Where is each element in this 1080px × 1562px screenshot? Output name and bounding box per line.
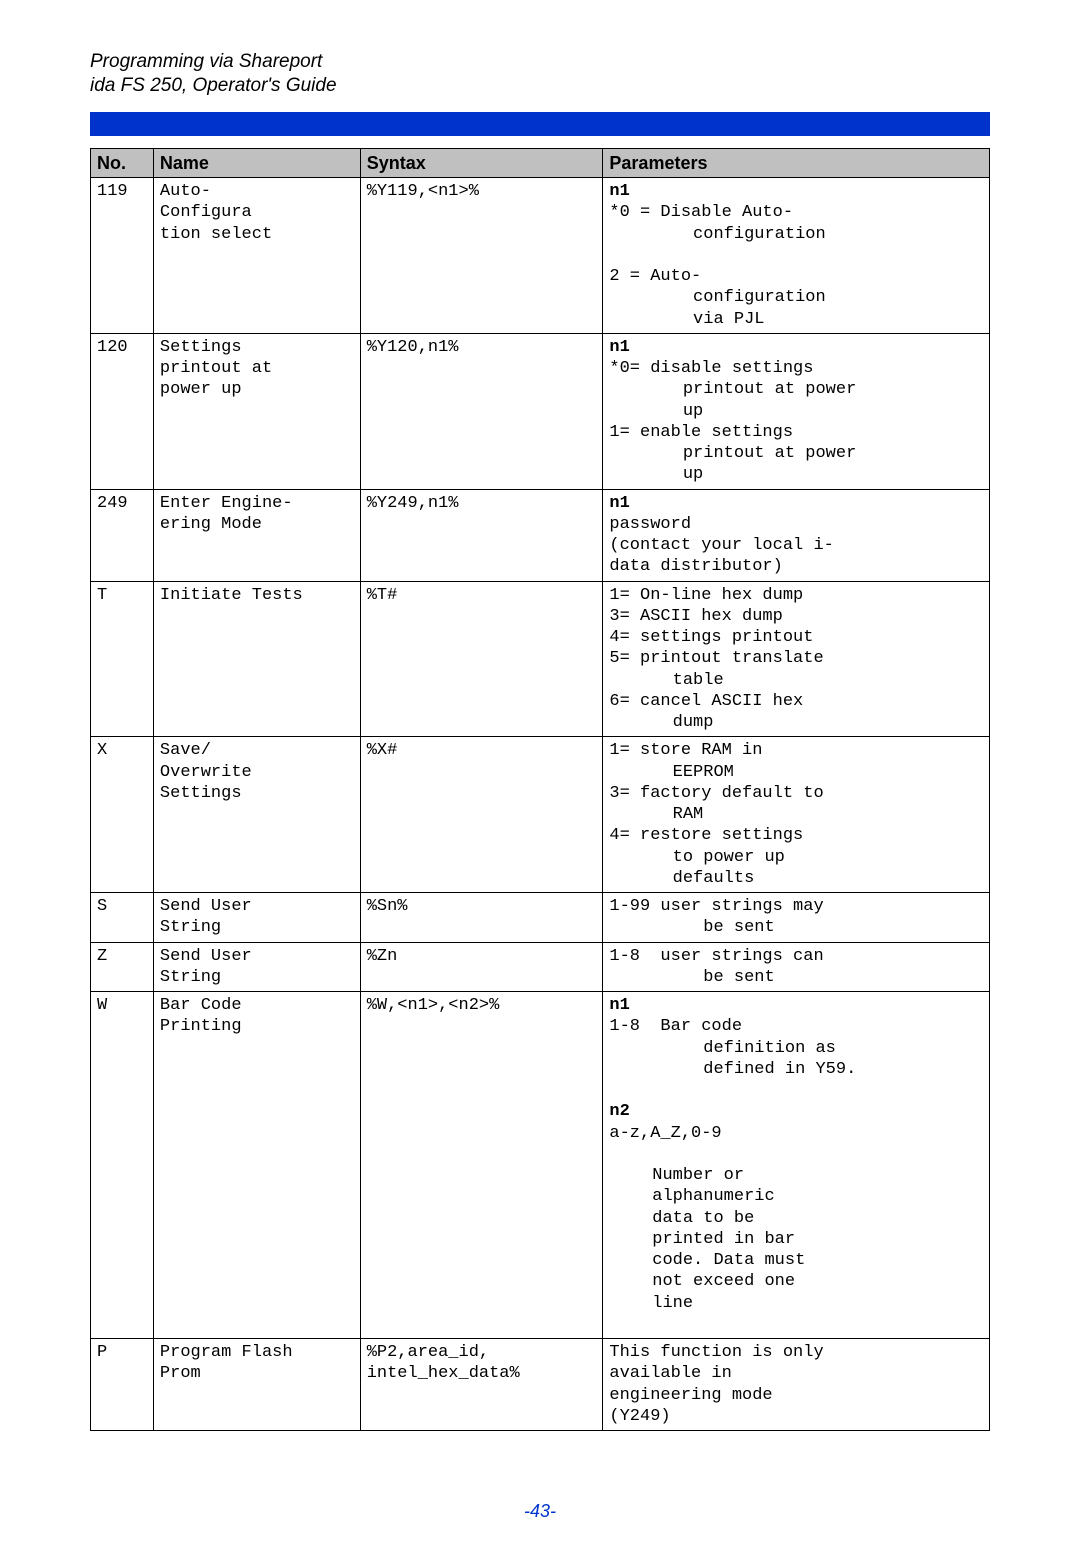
cell-syntax: %P2,area_id,intel_hex_data% [360,1339,603,1431]
cell-syntax: %X# [360,737,603,893]
header-line1: Programming via Shareport [90,51,322,72]
cell-params: 1= store RAM in EEPROM3= factory default… [603,737,990,893]
page-header: Programming via Shareport ida FS 250, Op… [90,50,990,98]
cell-params: 1= On-line hex dump3= ASCII hex dump4= s… [603,581,990,737]
cell-syntax: %W,<n1>,<n2>% [360,992,603,1339]
page-footer: -43- [90,1501,990,1522]
cell-params: 1-99 user strings may be sent [603,893,990,943]
col-header-params: Parameters [603,148,990,178]
cell-name: Enter Engine-ering Mode [153,489,360,581]
cell-name: Send UserString [153,893,360,943]
col-header-name: Name [153,148,360,178]
table-row: XSave/OverwriteSettings%X#1= store RAM i… [91,737,990,893]
command-table: No. Name Syntax Parameters 119Auto-Confi… [90,148,990,1432]
cell-name: Send UserString [153,942,360,992]
cell-no: 119 [91,178,154,334]
table-row: TInitiate Tests%T#1= On-line hex dump3= … [91,581,990,737]
cell-params: 1-8 user strings can be sent [603,942,990,992]
header-line2: ida FS 250, Operator's Guide [90,75,337,96]
table-row: 119Auto-Configuration select%Y119,<n1>%n… [91,178,990,334]
cell-params: n1password(contact your local i-data dis… [603,489,990,581]
cell-syntax: %T# [360,581,603,737]
table-row: SSend UserString%Sn%1-99 user strings ma… [91,893,990,943]
cell-syntax: %Sn% [360,893,603,943]
cell-no: W [91,992,154,1339]
table-header-row: No. Name Syntax Parameters [91,148,990,178]
cell-name: Initiate Tests [153,581,360,737]
cell-syntax: %Zn [360,942,603,992]
table-row: PProgram FlashProm%P2,area_id,intel_hex_… [91,1339,990,1431]
cell-no: X [91,737,154,893]
cell-no: T [91,581,154,737]
col-header-syntax: Syntax [360,148,603,178]
cell-name: Program FlashProm [153,1339,360,1431]
table-row: 249Enter Engine-ering Mode%Y249,n1%n1pas… [91,489,990,581]
table-row: WBar CodePrinting%W,<n1>,<n2>%n11-8 Bar … [91,992,990,1339]
table-row: ZSend UserString%Zn1-8 user strings can … [91,942,990,992]
cell-no: 249 [91,489,154,581]
cell-params: n11-8 Bar code definition as defined in … [603,992,990,1339]
cell-no: P [91,1339,154,1431]
cell-name: Settingsprintout atpower up [153,333,360,489]
col-header-no: No. [91,148,154,178]
cell-syntax: %Y119,<n1>% [360,178,603,334]
cell-params: n1*0 = Disable Auto- configuration2 = Au… [603,178,990,334]
cell-no: 120 [91,333,154,489]
cell-syntax: %Y120,n1% [360,333,603,489]
cell-syntax: %Y249,n1% [360,489,603,581]
cell-name: Auto-Configuration select [153,178,360,334]
cell-no: Z [91,942,154,992]
cell-no: S [91,893,154,943]
cell-name: Save/OverwriteSettings [153,737,360,893]
cell-params: This function is onlyavailable inenginee… [603,1339,990,1431]
cell-params: n1*0= disable settings printout at power… [603,333,990,489]
table-row: 120Settingsprintout atpower up%Y120,n1%n… [91,333,990,489]
cell-name: Bar CodePrinting [153,992,360,1339]
blue-bar [90,112,990,136]
